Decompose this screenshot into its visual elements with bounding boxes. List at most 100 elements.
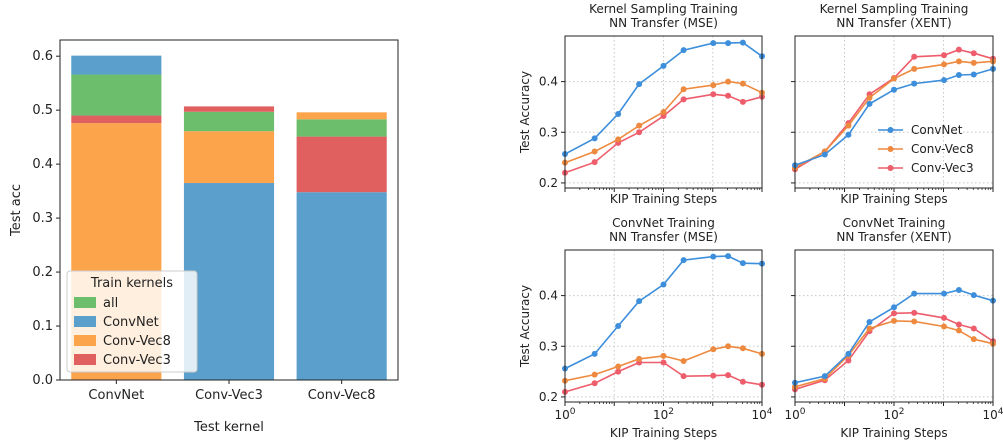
data-point-conv-vec3	[891, 310, 897, 317]
panel-title-line: ConvNet Training	[612, 216, 715, 230]
data-point-conv-vec8	[660, 109, 667, 115]
bar-conv-vec8-all	[296, 119, 387, 137]
data-point-conv-vec3	[739, 378, 746, 385]
data-point-convnet	[970, 71, 977, 78]
data-point-convnet	[739, 260, 746, 267]
y-tick-label: 0.0	[32, 373, 53, 388]
y-axis-label: Test acc	[9, 184, 24, 237]
x-tick-label: 104	[982, 407, 1003, 422]
y-tick-label: 0.1	[32, 319, 53, 334]
data-point-conv-vec3	[591, 159, 598, 166]
x-tick-exponent: 0	[570, 407, 576, 417]
bar-conv-vec3-conv-vec3	[183, 106, 275, 112]
legend-swatch-conv-vec3	[74, 354, 96, 365]
legend-swatch-all	[74, 297, 96, 308]
bar-conv-vec8-conv-vec8	[296, 112, 387, 120]
data-point-convnet	[680, 257, 687, 264]
data-point-conv-vec8	[866, 325, 873, 332]
data-point-convnet	[911, 80, 918, 87]
series-line-conv-vec8	[794, 320, 994, 388]
panel-title-line: Kernel Sampling Training	[820, 2, 969, 16]
panel-title-line: Kernel Sampling Training	[589, 2, 738, 16]
bar-conv-vec8-convnet	[296, 192, 387, 380]
x-tick-label-conv-vec3: Conv-Vec3	[195, 388, 263, 403]
data-point-convnet	[866, 318, 873, 325]
data-point-convnet	[710, 253, 717, 260]
data-point-conv-vec8	[739, 80, 746, 87]
data-point-conv-vec3	[710, 372, 717, 379]
legend-marker-conv-vec8	[887, 146, 894, 152]
data-point-convnet	[739, 39, 746, 46]
data-point-conv-vec8	[970, 336, 977, 343]
series-line-conv-vec8	[794, 60, 994, 169]
x-axis-label: KIP Training Steps	[610, 192, 717, 206]
data-point-conv-vec3	[636, 129, 643, 136]
data-point-conv-vec3	[941, 52, 948, 59]
data-point-conv-vec8	[636, 355, 643, 362]
data-point-convnet	[615, 323, 622, 329]
data-point-conv-vec3	[955, 321, 962, 328]
data-point-convnet	[660, 62, 667, 69]
legend-box	[66, 270, 198, 373]
y-tick-label: 0.4	[32, 157, 53, 172]
data-point-convnet	[660, 281, 667, 288]
data-point-convnet	[821, 373, 828, 380]
data-point-conv-vec8	[955, 58, 962, 65]
data-point-convnet	[680, 47, 687, 54]
legend-label-all: all	[103, 296, 118, 311]
data-point-conv-vec8	[941, 323, 948, 330]
data-point-conv-vec8	[660, 352, 667, 359]
panel-title-line: NN Transfer (MSE)	[609, 230, 718, 244]
x-tick-exponent: 4	[998, 407, 1003, 417]
data-point-convnet	[725, 253, 732, 260]
data-point-conv-vec3	[591, 380, 598, 387]
x-axis-label: Test kernel	[193, 420, 264, 435]
y-tick-label: 0.6	[32, 49, 53, 64]
x-axis-label: KIP Training Steps	[840, 426, 947, 440]
bar-convnet-convnet	[71, 55, 162, 75]
data-point-conv-vec8	[955, 327, 962, 334]
series-line-convnet	[794, 68, 994, 166]
data-point-convnet	[891, 86, 897, 93]
bar-conv-vec3-convnet	[183, 183, 275, 380]
data-point-conv-vec3	[680, 373, 687, 380]
legend-title: Train kernels	[90, 276, 173, 291]
data-point-convnet	[725, 40, 732, 47]
data-point-conv-vec8	[680, 86, 687, 93]
y-tick-label: 0.3	[539, 125, 558, 139]
data-point-conv-vec8	[591, 371, 598, 378]
data-point-convnet	[941, 290, 948, 297]
legend-label-conv-vec3: Conv-Vec3	[911, 161, 974, 175]
data-point-conv-vec3	[710, 91, 717, 98]
data-point-conv-vec8	[970, 59, 977, 66]
data-point-conv-vec3	[660, 359, 667, 366]
data-point-conv-vec8	[591, 148, 598, 155]
series-line-convnet	[564, 255, 763, 370]
data-point-conv-vec3	[955, 46, 962, 53]
legend-label-conv-vec8: Conv-Vec8	[911, 142, 974, 156]
data-point-conv-vec3	[845, 357, 852, 364]
data-point-conv-vec8	[615, 363, 622, 370]
data-point-conv-vec8	[680, 357, 687, 364]
series-line-conv-vec3	[564, 93, 763, 174]
data-point-conv-vec3	[680, 96, 687, 103]
legend-label-conv-vec8: Conv-Vec8	[103, 334, 171, 349]
bar-conv-vec3-conv-vec8	[183, 131, 275, 184]
y-tick-label: 0.2	[32, 265, 53, 280]
data-point-convnet	[821, 151, 828, 158]
data-point-convnet	[636, 81, 643, 88]
legend-marker-conv-vec3	[887, 165, 894, 171]
stacked-bar-chart: 0.0 0.1 0.2 0.3 0.4 0.5 0.6 ConvNet Conv-Vec3 Con…	[9, 39, 399, 435]
data-point-convnet	[955, 72, 962, 79]
data-point-conv-vec8	[866, 94, 873, 101]
panel-title-line: NN Transfer (XENT)	[836, 230, 951, 244]
y-axis-label: Test Accuracy	[518, 285, 532, 368]
x-tick-label-conv-vec8: Conv-Vec8	[308, 388, 376, 403]
data-point-conv-vec8	[891, 317, 897, 324]
data-point-conv-vec3	[911, 53, 918, 60]
data-point-convnet	[955, 287, 962, 294]
data-point-conv-vec3	[739, 98, 746, 105]
x-tick-label-convnet: ConvNet	[88, 388, 144, 403]
